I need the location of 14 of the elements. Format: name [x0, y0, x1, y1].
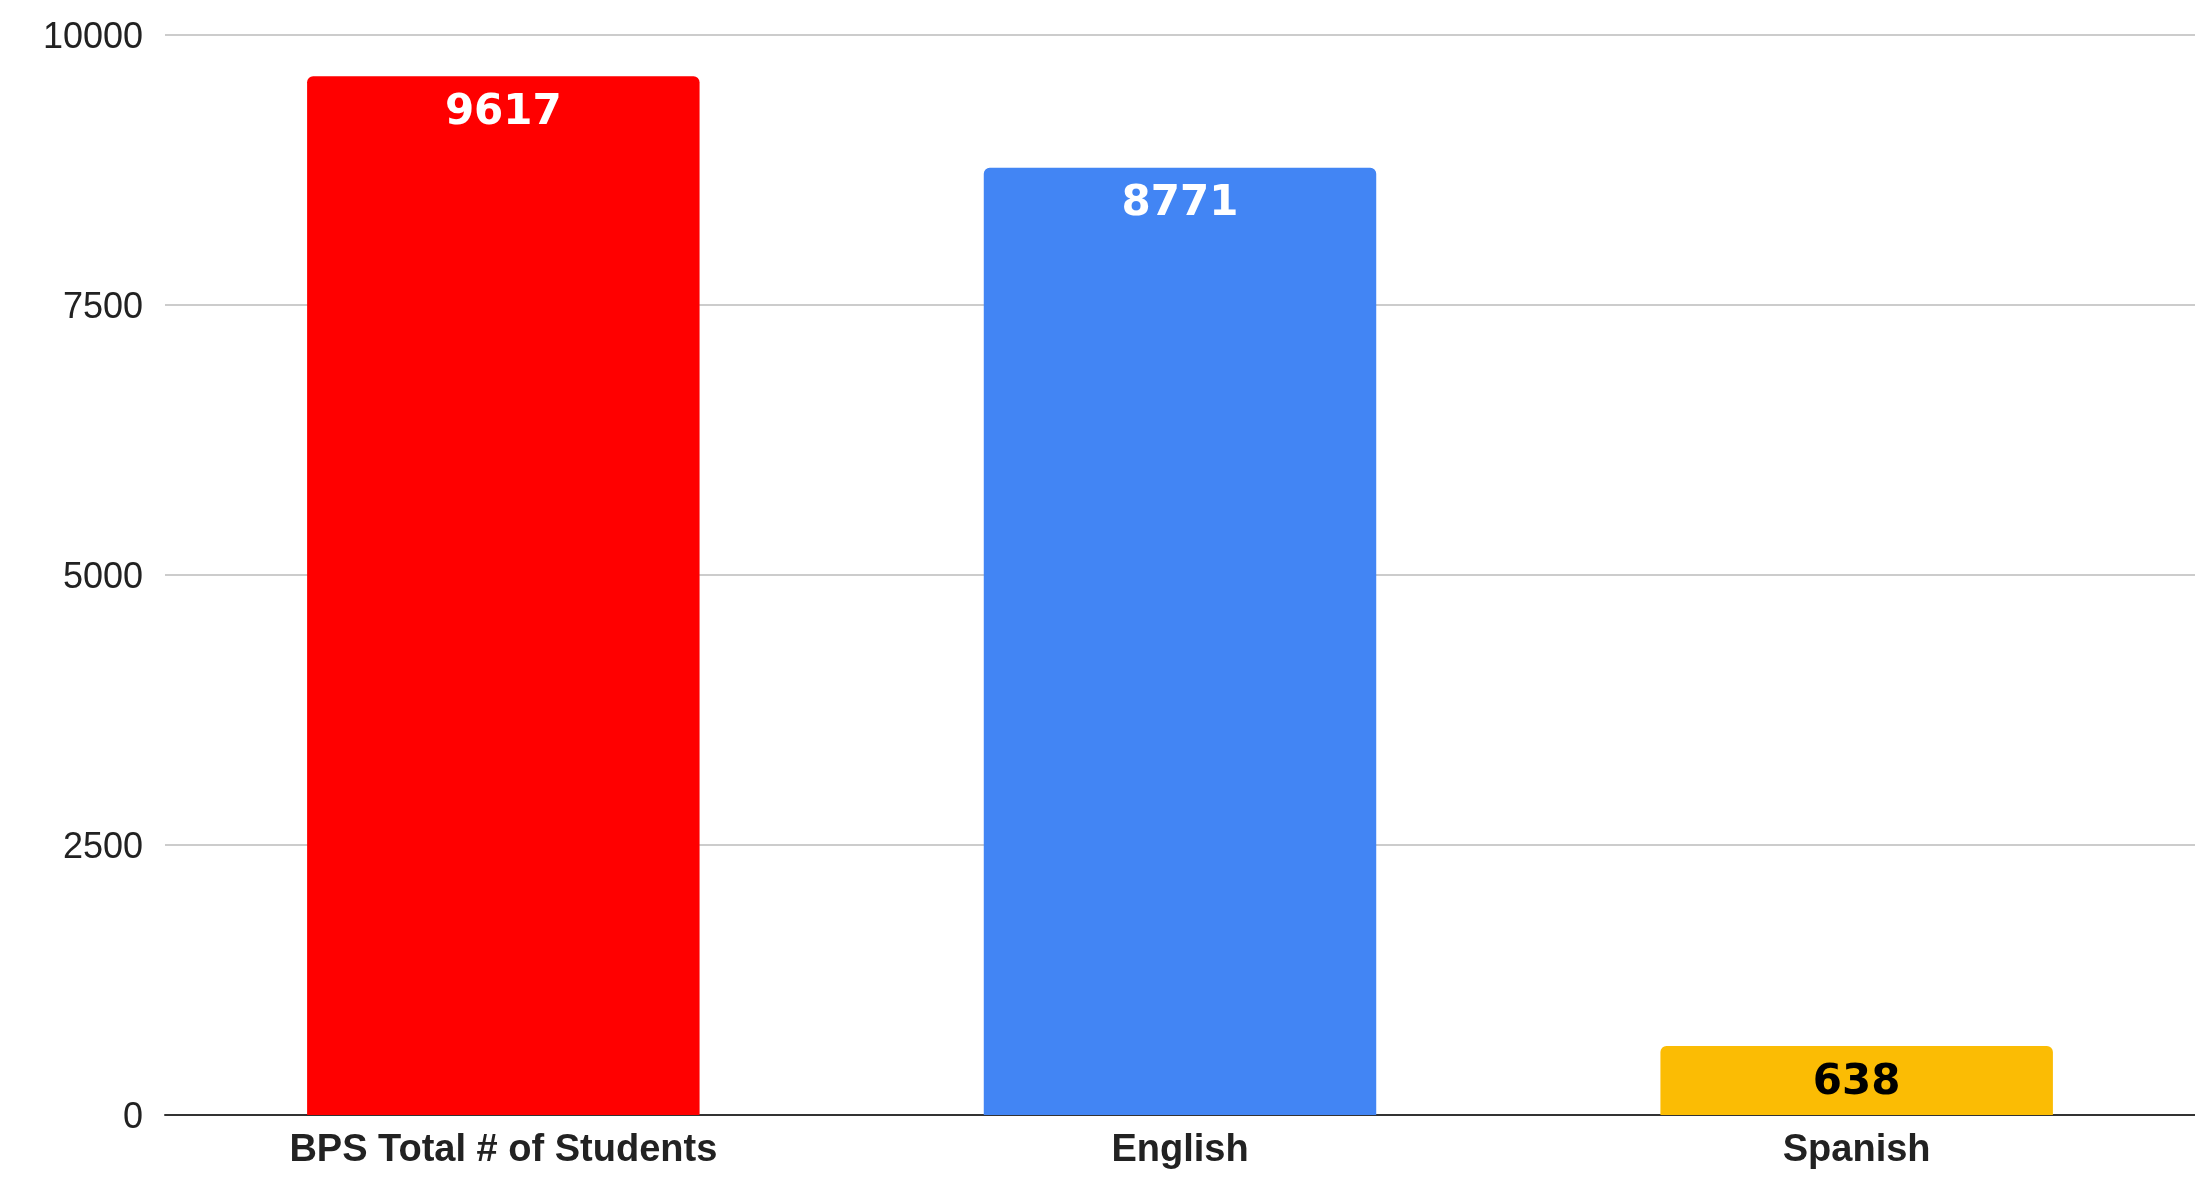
- y-tick-label: 7500: [62, 284, 143, 326]
- x-tick-label: Spanish: [1782, 1127, 1931, 1169]
- y-tick-label: 0: [122, 1094, 143, 1136]
- y-tick-label: 2500: [62, 824, 143, 866]
- bar: [307, 76, 700, 1115]
- y-tick-label: 10000: [42, 14, 143, 56]
- data-label: 8771: [1121, 176, 1239, 226]
- x-tick-label: BPS Total # of Students: [289, 1127, 718, 1169]
- data-label: 9617: [444, 84, 562, 134]
- bar: [1660, 1046, 2053, 1115]
- bar: [983, 167, 1377, 1115]
- x-tick-label: English: [1111, 1127, 1249, 1169]
- data-label: 638: [1812, 1054, 1901, 1104]
- y-tick-label: 5000: [62, 554, 143, 596]
